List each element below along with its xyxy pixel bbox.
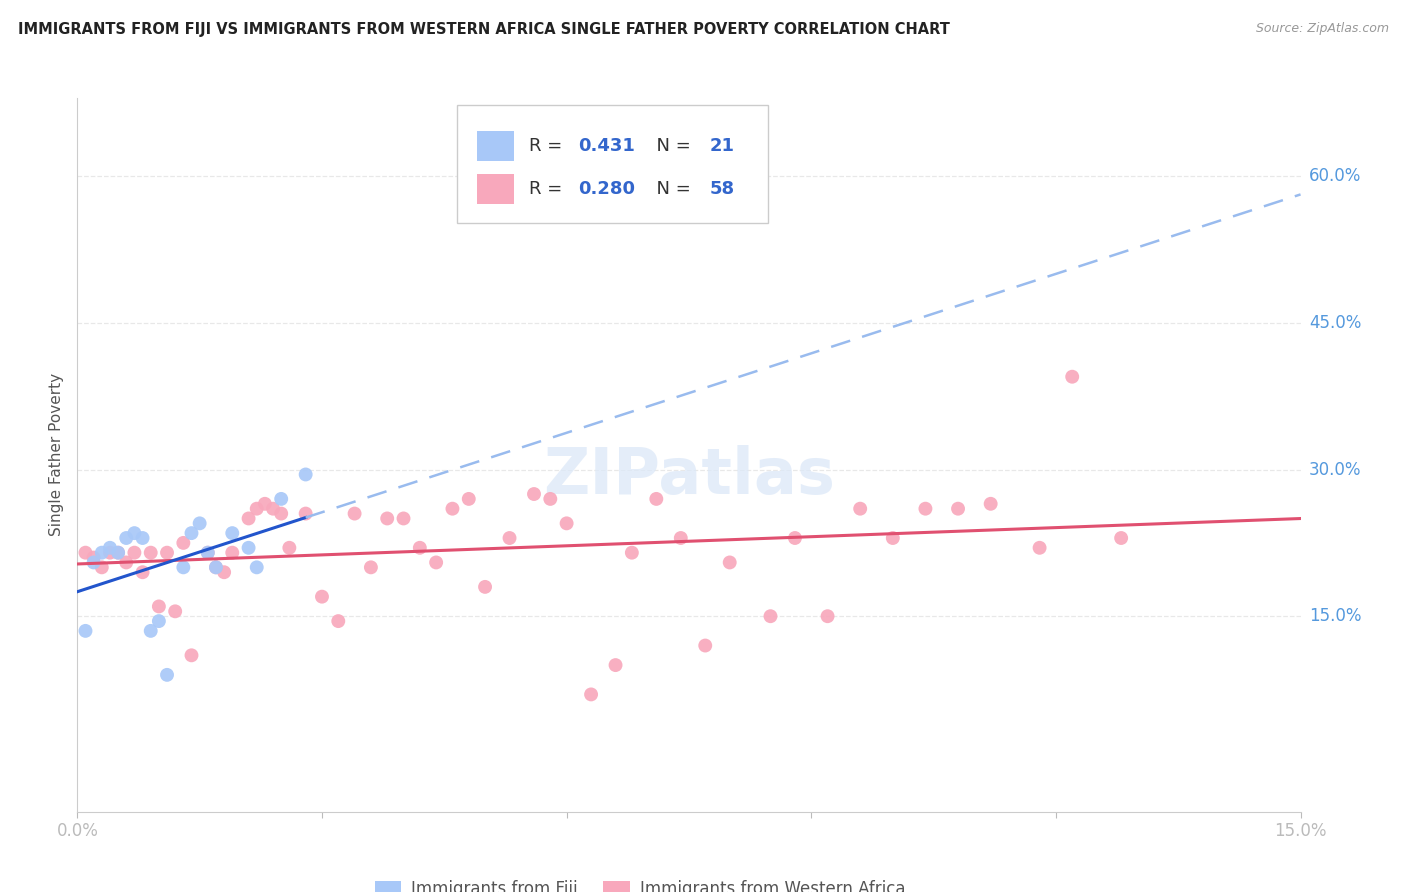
Point: [205, 560, 228, 574]
Point: [148, 599, 170, 614]
Point: [115, 556, 138, 570]
Point: [139, 546, 162, 560]
Point: [238, 541, 260, 555]
Point: [498, 531, 520, 545]
Point: [294, 507, 316, 521]
Point: [311, 590, 333, 604]
FancyBboxPatch shape: [457, 105, 769, 223]
Point: [107, 546, 129, 560]
Point: [270, 491, 292, 506]
Point: [620, 546, 643, 560]
Point: [375, 511, 398, 525]
Point: [1062, 369, 1084, 384]
Point: [579, 687, 602, 701]
Point: [188, 516, 211, 531]
Point: [156, 668, 179, 682]
Point: [343, 507, 366, 521]
Point: [645, 491, 668, 506]
FancyBboxPatch shape: [477, 174, 515, 203]
Point: [98, 546, 121, 560]
Point: [172, 536, 194, 550]
Point: [425, 556, 447, 570]
Point: [392, 511, 415, 525]
Point: [131, 566, 153, 580]
Point: [882, 531, 904, 545]
Text: R =: R =: [529, 180, 568, 198]
Text: 0.431: 0.431: [578, 137, 634, 155]
Point: [165, 604, 187, 618]
Point: [409, 541, 432, 555]
Point: [538, 491, 561, 506]
Point: [817, 609, 839, 624]
Point: [669, 531, 692, 545]
Point: [238, 511, 260, 525]
Point: [205, 560, 228, 574]
Text: 21: 21: [710, 137, 735, 155]
Y-axis label: Single Father Poverty: Single Father Poverty: [49, 374, 65, 536]
Text: N =: N =: [645, 137, 696, 155]
Point: [946, 501, 969, 516]
Legend: Immigrants from Fiji, Immigrants from Western Africa: Immigrants from Fiji, Immigrants from We…: [368, 873, 912, 892]
Point: [328, 614, 350, 628]
Text: ZIPatlas: ZIPatlas: [543, 445, 835, 508]
Point: [278, 541, 301, 555]
Point: [759, 609, 782, 624]
Point: [914, 501, 936, 516]
Point: [718, 556, 741, 570]
Text: 60.0%: 60.0%: [1309, 168, 1361, 186]
Point: [1109, 531, 1132, 545]
Point: [262, 501, 284, 516]
Point: [246, 560, 269, 574]
Point: [124, 546, 146, 560]
Text: 30.0%: 30.0%: [1309, 460, 1361, 479]
Point: [980, 497, 1002, 511]
Point: [783, 531, 806, 545]
Point: [221, 526, 243, 541]
Point: [90, 546, 112, 560]
Point: [457, 491, 479, 506]
Point: [139, 624, 162, 638]
Point: [90, 560, 112, 574]
Point: [360, 560, 382, 574]
Point: [197, 546, 219, 560]
Point: [107, 546, 129, 560]
Point: [605, 658, 627, 673]
Point: [156, 546, 179, 560]
Point: [523, 487, 546, 501]
Text: N =: N =: [645, 180, 696, 198]
Point: [270, 507, 292, 521]
Text: IMMIGRANTS FROM FIJI VS IMMIGRANTS FROM WESTERN AFRICA SINGLE FATHER POVERTY COR: IMMIGRANTS FROM FIJI VS IMMIGRANTS FROM …: [18, 22, 950, 37]
Text: 45.0%: 45.0%: [1309, 314, 1361, 332]
Text: Source: ZipAtlas.com: Source: ZipAtlas.com: [1256, 22, 1389, 36]
Point: [75, 546, 97, 560]
Point: [115, 531, 138, 545]
Point: [197, 546, 219, 560]
Point: [124, 526, 146, 541]
Point: [253, 497, 276, 511]
Point: [212, 566, 235, 580]
Point: [555, 516, 578, 531]
Point: [75, 624, 97, 638]
Point: [83, 556, 105, 570]
Point: [180, 648, 202, 663]
Point: [131, 531, 153, 545]
Point: [83, 550, 105, 565]
Point: [246, 501, 269, 516]
Text: 58: 58: [710, 180, 735, 198]
Point: [1028, 541, 1050, 555]
Point: [172, 560, 194, 574]
Text: 15.0%: 15.0%: [1309, 607, 1361, 625]
Text: 0.280: 0.280: [578, 180, 634, 198]
Point: [695, 639, 717, 653]
Point: [148, 614, 170, 628]
Point: [98, 541, 121, 555]
Point: [221, 546, 243, 560]
Point: [180, 526, 202, 541]
Text: R =: R =: [529, 137, 568, 155]
Point: [849, 501, 872, 516]
Point: [294, 467, 316, 482]
Point: [474, 580, 496, 594]
Point: [441, 501, 464, 516]
FancyBboxPatch shape: [477, 131, 515, 161]
